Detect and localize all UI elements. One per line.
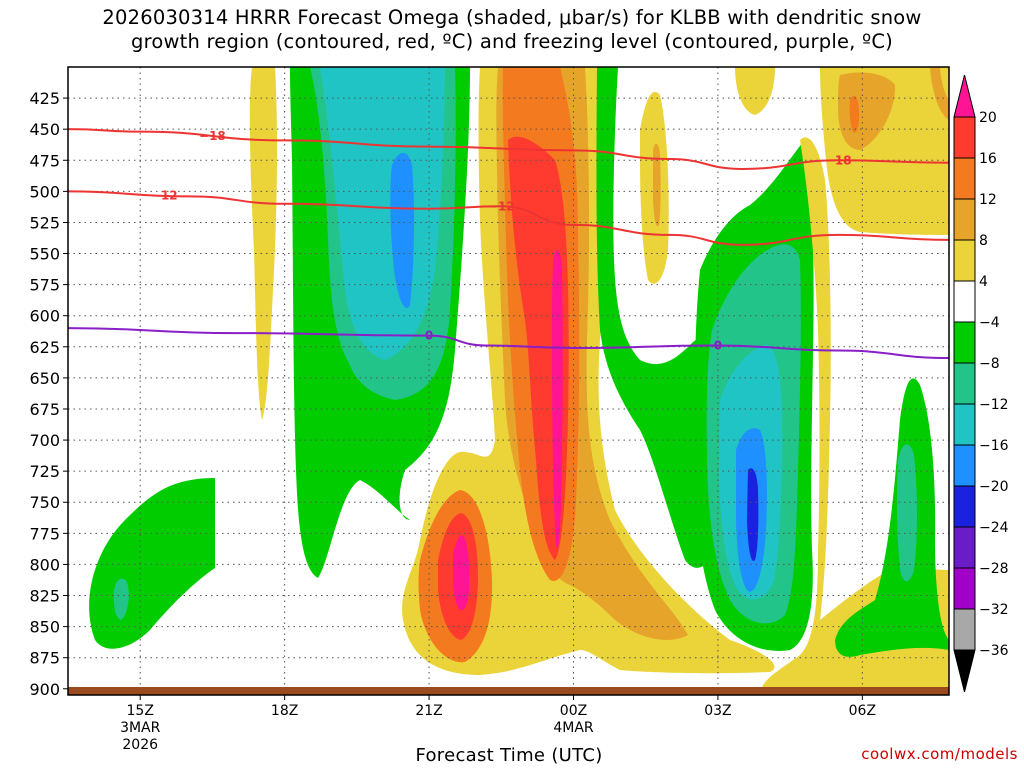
- omega-region: [402, 67, 775, 675]
- colorbar: 20 16 12 8 4 −4 −8 −12 −16 −20 −24 −28 −32 −36: [953, 74, 1009, 693]
- y-tick-label: 800: [29, 555, 60, 574]
- y-tick-label: 425: [29, 89, 60, 108]
- colorbar-label: 4: [979, 274, 988, 290]
- colorbar-box: [953, 198, 976, 241]
- colorbar-label: 8: [979, 233, 988, 249]
- colorbar-box: [953, 362, 976, 405]
- y-tick-label: 675: [29, 400, 60, 419]
- chart-title-line1: 2026030314 HRRR Forecast Omega (shaded, …: [102, 6, 922, 29]
- colorbar-bottom-arrow: [953, 649, 976, 693]
- contour-label: −12: [488, 199, 515, 213]
- surface-ground: [68, 687, 949, 695]
- contour-label: −18: [199, 129, 226, 143]
- x-tick-label: 15Z: [127, 703, 154, 719]
- colorbar-label: −8: [979, 356, 1000, 372]
- y-tick-label: 525: [29, 213, 60, 232]
- colorbar-box: [953, 567, 976, 610]
- y-tick-label: 500: [29, 182, 60, 201]
- y-tick-label: 850: [29, 618, 60, 637]
- y-tick-label: 900: [29, 680, 60, 699]
- plot-frame: [67, 66, 950, 696]
- colorbar-box: [953, 321, 976, 364]
- x-tick-year: 2026: [122, 737, 158, 753]
- colorbar-top-arrow: [953, 74, 976, 118]
- contour-label: −12: [151, 188, 178, 202]
- colorbar-label: −12: [979, 397, 1009, 413]
- colorbar-box: [953, 403, 976, 446]
- omega-region: [940, 67, 949, 100]
- contour-line: [67, 327, 950, 359]
- contour-line: [67, 128, 950, 170]
- omega-region: [390, 152, 415, 309]
- omega-region: [747, 468, 759, 561]
- omega-region: [453, 535, 470, 611]
- omega-region: [89, 478, 215, 649]
- contour-line: [67, 190, 950, 246]
- y-tick-label: 775: [29, 524, 60, 543]
- y-tick-label: 725: [29, 462, 60, 481]
- y-tick-label: 575: [29, 276, 60, 295]
- colorbar-label: 12: [979, 192, 997, 208]
- x-axis-title: Forecast Time (UTC): [415, 745, 603, 766]
- y-tick-label: 650: [29, 369, 60, 388]
- contour-label: 0: [425, 329, 433, 343]
- source-credit: coolwx.com/models: [861, 745, 1018, 763]
- omega-region: [113, 578, 129, 620]
- omega-region: [653, 143, 661, 227]
- y-tick-label: 550: [29, 245, 60, 264]
- contour-label: −18: [825, 153, 852, 167]
- colorbar-box: [953, 280, 976, 323]
- chart-title-line2: growth region (contoured, red, ºC) and f…: [131, 30, 893, 53]
- colorbar-box: [953, 239, 976, 282]
- omega-shading: [89, 67, 949, 695]
- y-tick-label: 600: [29, 307, 60, 326]
- y-tick-label: 750: [29, 493, 60, 512]
- colorbar-label: −28: [979, 561, 1009, 577]
- y-tick-label: 450: [29, 120, 60, 139]
- x-tick-label: 06Z: [849, 703, 876, 719]
- colorbar-label: −36: [979, 643, 1009, 659]
- colorbar-label: −4: [979, 315, 1000, 331]
- chart-title: 2026030314 HRRR Forecast Omega (shaded, …: [0, 6, 1024, 54]
- contour-label: 0: [714, 339, 722, 353]
- colorbar-box: [953, 485, 976, 528]
- colorbar-box: [953, 608, 976, 651]
- x-tick-label: 21Z: [415, 703, 442, 719]
- y-tick-label: 875: [29, 649, 60, 668]
- colorbar-label: −24: [979, 520, 1009, 536]
- y-tick-label: 700: [29, 431, 60, 450]
- colorbar-label: −20: [979, 479, 1009, 495]
- colorbar-box: [953, 444, 976, 487]
- x-tick-label: 03Z: [704, 703, 731, 719]
- y-axis: 425 450 475 500 525 550 575 600 625 650 675 700 725 7…: [29, 89, 68, 699]
- colorbar-label: 20: [979, 110, 997, 126]
- colorbar-box: [953, 157, 976, 200]
- colorbar-label: −16: [979, 438, 1009, 454]
- contour-lines: −18 −18 −12 −12 0 0: [67, 128, 950, 359]
- colorbar-label: 16: [979, 151, 997, 167]
- omega-region: [835, 378, 949, 657]
- colorbar-label: −32: [979, 602, 1009, 618]
- x-tick-date: 4MAR: [553, 720, 594, 736]
- x-tick-label: 00Z: [560, 703, 587, 719]
- colorbar-box: [953, 116, 976, 159]
- x-tick-label: 18Z: [271, 703, 298, 719]
- omega-region: [552, 250, 563, 548]
- omega-region: [838, 72, 896, 150]
- y-tick-label: 825: [29, 587, 60, 606]
- omega-region: [249, 67, 278, 420]
- x-tick-date: 3MAR: [120, 720, 161, 736]
- omega-region: [896, 444, 917, 582]
- omega-region: [735, 67, 775, 115]
- colorbar-box: [953, 526, 976, 569]
- y-tick-label: 475: [29, 151, 60, 170]
- omega-region: [849, 95, 860, 133]
- y-tick-label: 625: [29, 338, 60, 357]
- omega-region: [320, 67, 445, 360]
